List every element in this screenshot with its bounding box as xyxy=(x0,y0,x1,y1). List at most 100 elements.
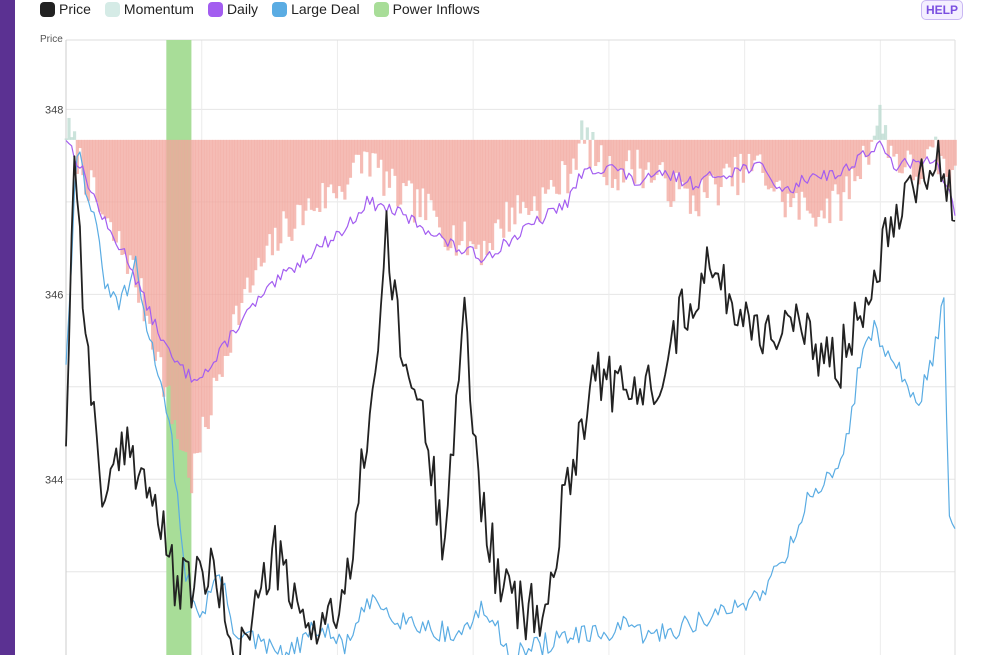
momentum-bar xyxy=(599,139,603,146)
momentum-bar xyxy=(805,139,810,211)
momentum-bar xyxy=(713,139,718,185)
momentum-bar xyxy=(301,139,305,226)
momentum-bar xyxy=(190,139,194,494)
momentum-bar xyxy=(750,139,754,172)
momentum-bar xyxy=(521,139,525,202)
momentum-bar xyxy=(226,139,230,356)
momentum-bar xyxy=(778,139,782,181)
momentum-bar xyxy=(84,139,88,195)
legend-item-price[interactable]: Price xyxy=(40,1,91,17)
momentum-bar xyxy=(819,139,824,211)
momentum-bar xyxy=(106,139,110,219)
legend-label-daily: Daily xyxy=(226,1,259,17)
momentum-bar xyxy=(268,139,272,235)
momentum-bar xyxy=(265,139,269,246)
momentum-bar xyxy=(803,139,807,198)
momentum-bar xyxy=(298,139,302,206)
momentum-bar xyxy=(346,139,350,185)
momentum-bar xyxy=(596,139,601,163)
momentum-bar xyxy=(647,139,651,163)
momentum-bar xyxy=(451,139,456,226)
momentum-bar xyxy=(318,139,322,212)
momentum-bar xyxy=(814,139,818,227)
momentum-bar xyxy=(914,139,918,177)
momentum-bar xyxy=(137,139,141,303)
momentum-bar xyxy=(585,127,589,140)
momentum-bar xyxy=(474,139,478,250)
momentum-bar xyxy=(725,139,729,164)
momentum-bar xyxy=(117,139,121,232)
momentum-bar xyxy=(883,125,888,140)
momentum-bar xyxy=(858,139,863,180)
y-tick-label: 348 xyxy=(45,104,63,116)
legend-swatch-price xyxy=(40,1,55,17)
momentum-bar xyxy=(195,139,199,454)
legend-item-large-deal[interactable]: Large Deal xyxy=(272,1,360,17)
momentum-bar xyxy=(761,139,765,173)
momentum-bar xyxy=(429,139,433,201)
momentum-bar xyxy=(864,139,868,158)
momentum-bar xyxy=(111,139,116,241)
momentum-bar xyxy=(64,138,68,140)
momentum-bar xyxy=(248,139,252,293)
momentum-bar xyxy=(546,139,550,190)
momentum-bar xyxy=(167,139,171,386)
momentum-bar xyxy=(775,139,779,183)
momentum-bar xyxy=(326,139,330,188)
momentum-bar xyxy=(187,139,191,478)
momentum-bar xyxy=(203,139,208,428)
momentum-bar xyxy=(304,139,308,211)
momentum-bar xyxy=(535,139,539,211)
momentum-bar xyxy=(663,139,667,179)
momentum-bar xyxy=(660,139,665,163)
momentum-bar xyxy=(697,139,701,217)
series-line-large-deal xyxy=(65,151,956,655)
momentum-bar xyxy=(245,139,249,278)
momentum-bar xyxy=(454,139,458,256)
momentum-bar xyxy=(237,139,241,325)
momentum-bar xyxy=(934,136,938,140)
momentum-bar xyxy=(741,139,745,183)
y-tick-label: 346 xyxy=(45,289,63,301)
momentum-bar xyxy=(903,139,907,168)
momentum-bar xyxy=(98,139,102,212)
momentum-bar xyxy=(641,139,645,189)
momentum-bar xyxy=(817,139,821,217)
momentum-bar xyxy=(348,139,353,178)
momentum-bar xyxy=(134,139,138,288)
momentum-bar xyxy=(114,139,118,243)
momentum-bar xyxy=(270,139,275,256)
momentum-bar xyxy=(262,139,266,263)
momentum-bar xyxy=(758,139,762,155)
help-button[interactable]: HELP xyxy=(921,0,964,20)
momentum-bar xyxy=(284,139,288,219)
momentum-bar xyxy=(295,139,300,205)
momentum-bar xyxy=(569,139,573,174)
legend-item-power-inflows[interactable]: Power Inflows xyxy=(373,1,480,17)
y-tick-label: 344 xyxy=(45,474,63,486)
momentum-bar xyxy=(192,139,196,454)
legend-item-daily[interactable]: Daily xyxy=(207,1,259,17)
momentum-bar xyxy=(700,139,704,180)
momentum-bar xyxy=(198,139,202,453)
momentum-bar xyxy=(577,139,581,144)
legend-item-momentum[interactable]: Momentum xyxy=(104,1,194,17)
momentum-bar xyxy=(468,139,472,242)
momentum-bar xyxy=(797,139,801,220)
legend-label-price: Price xyxy=(59,1,91,17)
momentum-bar xyxy=(769,139,773,189)
momentum-bar xyxy=(530,139,534,212)
legend-swatch-power-inflows xyxy=(373,1,389,17)
momentum-bar xyxy=(309,139,314,210)
y-axis-title: Price xyxy=(40,34,63,45)
momentum-bar xyxy=(524,139,528,208)
momentum-bar xyxy=(139,139,144,279)
momentum-bar xyxy=(351,139,355,163)
legend-label-power-inflows: Power Inflows xyxy=(392,1,480,17)
momentum-bar xyxy=(727,139,732,168)
momentum-bar xyxy=(616,139,620,191)
momentum-bar xyxy=(789,139,793,208)
momentum-bar xyxy=(783,139,787,218)
momentum-bar xyxy=(123,139,127,255)
momentum-bar xyxy=(702,139,706,193)
